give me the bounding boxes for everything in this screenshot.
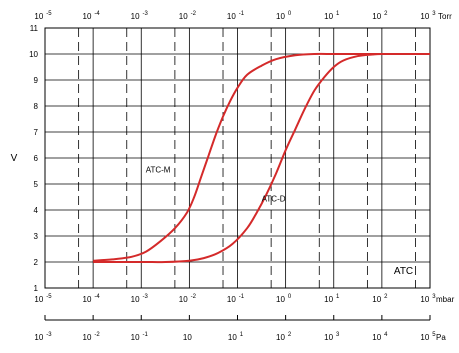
grid-lines	[44, 27, 431, 289]
y-tick-label: 4	[34, 206, 39, 215]
y-tick-label: 5	[34, 180, 39, 189]
pa-tick-label: 10 2	[276, 332, 292, 342]
series-line-atc-d	[93, 52, 430, 264]
mbar-tick-label: 10 -3	[131, 294, 149, 304]
y-tick-label: 1	[34, 284, 39, 293]
pa-unit-label: Pa	[436, 333, 446, 342]
y-axis-label: V	[11, 153, 18, 164]
torr-tick-label: 10 -1	[227, 11, 245, 21]
y-tick-label: 6	[34, 154, 39, 163]
pa-tick-label: 10 -3	[34, 332, 52, 342]
annotation-atc: ATC	[394, 266, 413, 277]
y-tick-label: 3	[34, 232, 39, 241]
axes	[44, 27, 431, 321]
pa-tick-label: 10 5	[420, 332, 436, 342]
torr-tick-label: 10 2	[372, 11, 388, 21]
y-tick-label: 2	[34, 258, 39, 267]
torr-tick-label: 10 -4	[83, 11, 101, 21]
torr-tick-label: 10 3	[420, 11, 436, 21]
pa-tick-label: 10 1	[228, 332, 244, 342]
torr-tick-label: 10 1	[324, 11, 340, 21]
y-tick-label: 8	[34, 102, 39, 111]
mbar-tick-label: 10 -4	[83, 294, 101, 304]
torr-tick-label: 10 -3	[131, 11, 149, 21]
mbar-tick-label: 10 0	[276, 294, 292, 304]
mbar-tick-label: 10 -2	[179, 294, 197, 304]
pa-tick-label: 10 3	[324, 332, 340, 342]
annotation-atc-m: ATC-M	[146, 166, 171, 175]
torr-tick-label: 10 0	[276, 11, 292, 21]
y-tick-label: 10	[29, 50, 38, 59]
torr-tick-label: 10 -5	[34, 11, 52, 21]
pa-tick-label: 10 4	[372, 332, 388, 342]
pa-tick-label: 10	[183, 333, 192, 342]
mbar-tick-label: 10 2	[372, 294, 388, 304]
y-tick-label: 11	[30, 24, 39, 33]
mbar-tick-label: 10 -5	[34, 294, 52, 304]
series-lines	[93, 52, 430, 264]
y-tick-label: 7	[34, 128, 39, 137]
pa-tick-label: 10 -2	[83, 332, 101, 342]
torr-tick-label: 10 -2	[179, 11, 197, 21]
annotation-atc-d: ATC-D	[262, 194, 286, 203]
series-line-atc-m	[93, 52, 430, 262]
mbar-unit-label: mbar	[436, 295, 455, 304]
mbar-tick-label: 10 1	[324, 294, 340, 304]
pa-tick-label: 10 -1	[131, 332, 149, 342]
plot-frame	[44, 27, 431, 289]
mbar-tick-label: 10 3	[420, 294, 436, 304]
y-tick-label: 9	[34, 76, 39, 85]
mbar-tick-label: 10 -1	[227, 294, 245, 304]
torr-unit-label: Torr	[438, 12, 452, 21]
